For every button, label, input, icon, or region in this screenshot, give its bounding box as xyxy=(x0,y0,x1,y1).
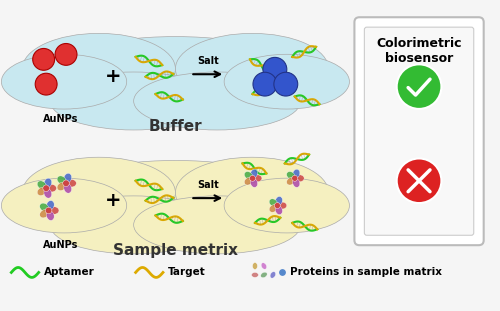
Text: Colorimetric
biosensor: Colorimetric biosensor xyxy=(376,37,462,65)
Ellipse shape xyxy=(286,172,295,179)
Ellipse shape xyxy=(2,54,126,109)
Ellipse shape xyxy=(134,196,300,254)
Ellipse shape xyxy=(292,179,300,188)
Ellipse shape xyxy=(57,176,66,184)
Ellipse shape xyxy=(37,181,46,189)
Ellipse shape xyxy=(57,182,66,191)
Circle shape xyxy=(62,180,70,187)
Ellipse shape xyxy=(276,197,282,205)
Circle shape xyxy=(253,72,277,96)
Ellipse shape xyxy=(276,206,282,215)
Text: Target: Target xyxy=(168,267,205,277)
Text: Proteins in sample matrix: Proteins in sample matrix xyxy=(290,267,442,277)
Ellipse shape xyxy=(49,207,59,214)
Ellipse shape xyxy=(176,157,328,228)
Circle shape xyxy=(35,73,57,95)
Ellipse shape xyxy=(250,169,258,178)
Ellipse shape xyxy=(278,202,287,209)
Circle shape xyxy=(396,159,442,203)
Circle shape xyxy=(263,58,287,81)
Ellipse shape xyxy=(252,272,258,277)
Ellipse shape xyxy=(292,169,300,178)
Ellipse shape xyxy=(40,210,48,218)
Text: AuNPs: AuNPs xyxy=(44,114,78,124)
Ellipse shape xyxy=(270,272,276,278)
Circle shape xyxy=(396,64,442,109)
Text: Aptamer: Aptamer xyxy=(44,267,94,277)
Ellipse shape xyxy=(44,178,52,188)
Ellipse shape xyxy=(244,172,252,179)
Circle shape xyxy=(43,185,50,192)
Ellipse shape xyxy=(134,72,300,130)
Ellipse shape xyxy=(244,177,252,185)
Circle shape xyxy=(250,175,256,181)
Circle shape xyxy=(55,44,77,65)
FancyBboxPatch shape xyxy=(354,17,484,245)
Circle shape xyxy=(46,207,52,214)
Ellipse shape xyxy=(44,189,52,198)
Ellipse shape xyxy=(64,173,72,183)
Ellipse shape xyxy=(22,33,176,104)
Text: Buffer: Buffer xyxy=(148,119,202,134)
Ellipse shape xyxy=(46,184,56,192)
Ellipse shape xyxy=(286,177,295,185)
Ellipse shape xyxy=(2,178,126,233)
Text: Salt: Salt xyxy=(197,56,218,66)
Ellipse shape xyxy=(269,199,278,207)
Point xyxy=(278,270,286,275)
Circle shape xyxy=(292,175,298,181)
Text: +: + xyxy=(105,67,122,86)
Ellipse shape xyxy=(46,201,54,210)
Ellipse shape xyxy=(176,33,328,104)
Text: AuNPs: AuNPs xyxy=(44,240,78,250)
Ellipse shape xyxy=(40,203,48,211)
Ellipse shape xyxy=(50,196,217,254)
Ellipse shape xyxy=(252,262,258,269)
Ellipse shape xyxy=(253,175,262,182)
FancyBboxPatch shape xyxy=(364,27,474,235)
Ellipse shape xyxy=(22,157,176,228)
Ellipse shape xyxy=(66,179,76,187)
Text: Sample metrix: Sample metrix xyxy=(113,243,238,258)
Ellipse shape xyxy=(260,272,267,278)
Ellipse shape xyxy=(250,179,258,188)
Ellipse shape xyxy=(46,211,54,220)
Ellipse shape xyxy=(37,187,46,196)
Circle shape xyxy=(274,72,297,96)
Ellipse shape xyxy=(50,72,217,130)
Circle shape xyxy=(32,49,54,70)
Text: +: + xyxy=(105,191,122,210)
Ellipse shape xyxy=(224,178,350,233)
Circle shape xyxy=(274,202,280,208)
Text: Salt: Salt xyxy=(197,180,218,190)
Ellipse shape xyxy=(224,54,350,109)
Ellipse shape xyxy=(261,263,266,269)
Ellipse shape xyxy=(64,184,72,193)
Ellipse shape xyxy=(295,175,304,182)
Ellipse shape xyxy=(36,37,314,127)
Ellipse shape xyxy=(269,205,278,212)
Ellipse shape xyxy=(36,160,314,251)
